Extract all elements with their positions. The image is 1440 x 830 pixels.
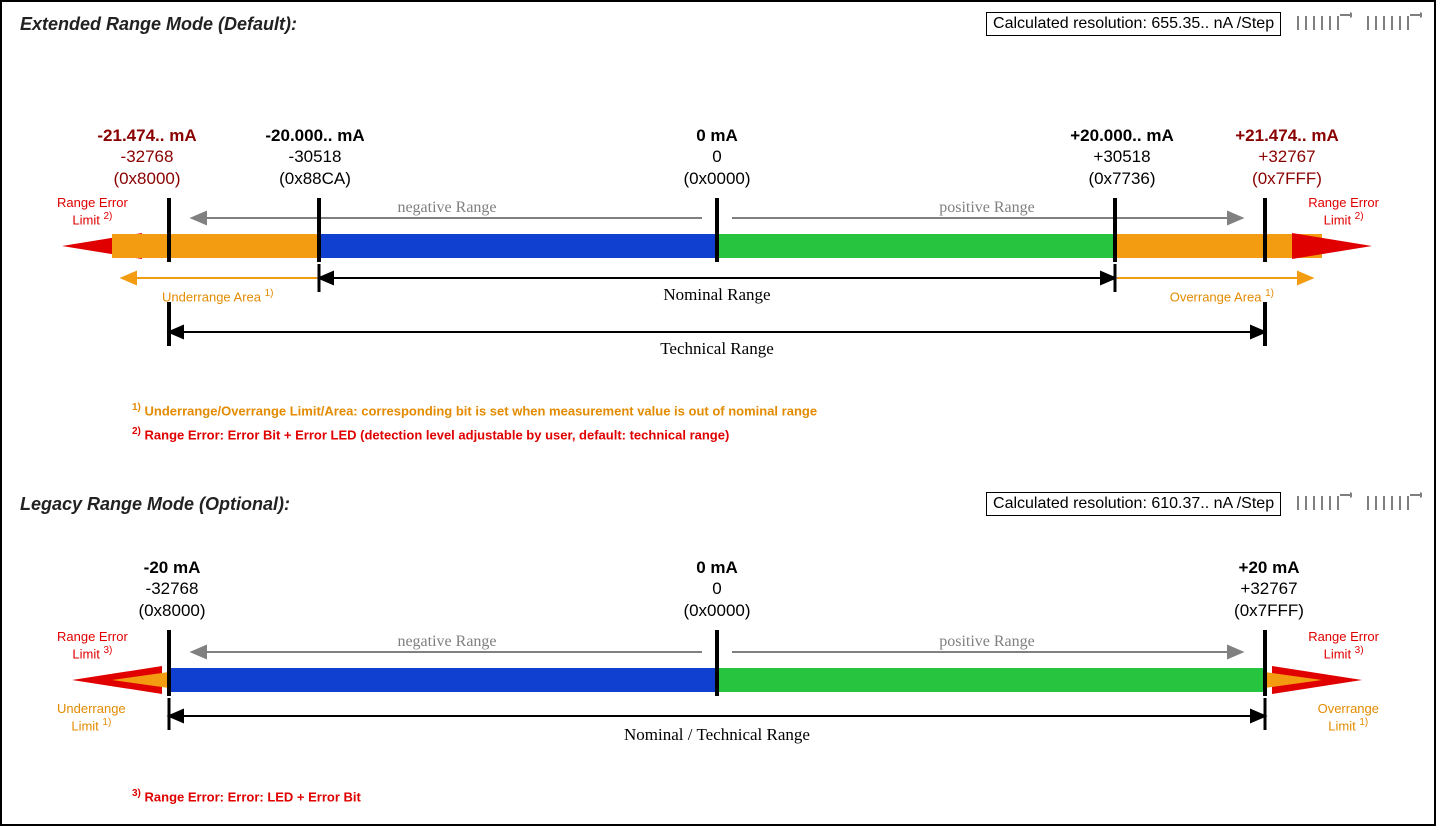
- svg-text:Nominal / Technical Range: Nominal / Technical Range: [624, 725, 810, 744]
- svg-text:positive Range: positive Range: [939, 199, 1035, 216]
- leg-footnote-3: 3) Range Error: Error: LED + Error Bit: [132, 788, 361, 804]
- svg-text:Nominal Range: Nominal Range: [663, 285, 770, 304]
- ext-overrange-label: Overrange Area 1): [1170, 288, 1274, 305]
- svg-text:negative Range: negative Range: [397, 199, 496, 216]
- svg-text:positive Range: positive Range: [939, 633, 1035, 650]
- svg-text:negative Range: negative Range: [397, 633, 496, 650]
- ext-footnote-1: 1) Underrange/Overrange Limit/Area: corr…: [132, 402, 817, 418]
- svg-text:Technical Range: Technical Range: [660, 339, 774, 358]
- diagram-frame: Extended Range Mode (Default): Calculate…: [0, 0, 1436, 826]
- legacy-svg: negative Range positive Range Nominal / …: [2, 432, 1438, 812]
- extended-svg: negative Range positive Range: [2, 2, 1438, 382]
- ext-underrange-label: Underrange Area 1): [162, 288, 274, 305]
